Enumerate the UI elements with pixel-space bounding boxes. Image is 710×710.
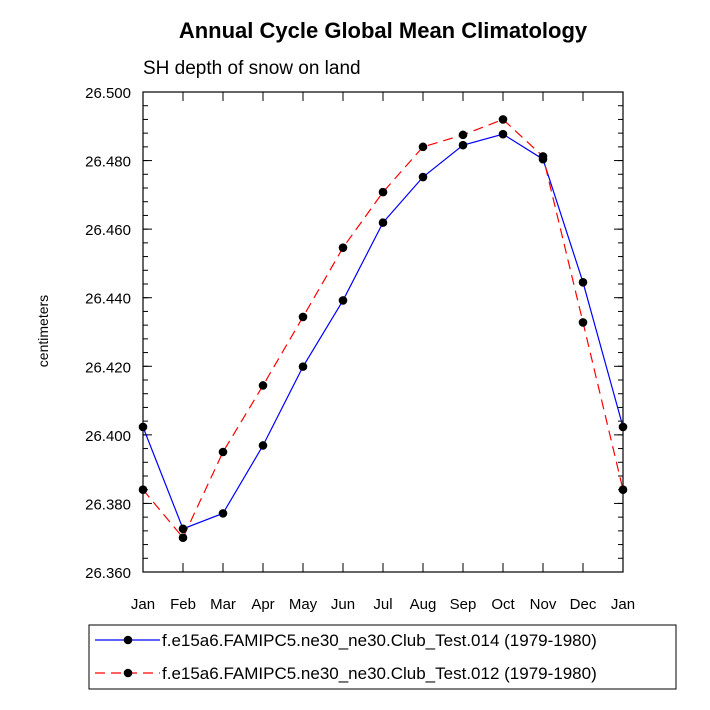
data-point-s1-2: [218, 447, 228, 457]
chart-subtitle: SH depth of snow on land: [143, 58, 361, 79]
data-point-s1-5: [338, 243, 348, 252]
x-tick-label: Nov: [530, 596, 557, 613]
x-tick-label: Mar: [210, 596, 236, 613]
x-tick-label: Jul: [373, 596, 392, 613]
axis-ticks: [142, 91, 624, 573]
x-tick-label: Jan: [131, 596, 155, 613]
data-point-s0-2: [218, 509, 228, 518]
x-tick-label: Feb: [170, 596, 196, 613]
x-tick-label: Oct: [491, 596, 515, 613]
y-tick-label: 26.440: [85, 291, 131, 308]
legend: f.e15a6.FAMIPC5.ne30_ne30.Club_Test.014 …: [88, 624, 677, 690]
data-point-s1-11: [578, 318, 588, 327]
x-tick-label: May: [289, 596, 318, 613]
data-point-s0-7: [418, 172, 428, 182]
data-point-s1-1: [178, 533, 188, 543]
y-axis-label: centimeters: [35, 295, 51, 367]
data-point-s1-4: [298, 312, 308, 322]
data-point-s0-11: [578, 277, 588, 287]
y-tick-label: 26.500: [85, 85, 131, 102]
y-tick-label: 26.420: [85, 359, 131, 376]
x-tick-label: Dec: [570, 596, 597, 613]
y-tick-labels: 26.360 26.380 26.400 26.420 26.440 26.460 26.4…: [85, 85, 131, 582]
y-tick-label: 26.480: [85, 154, 131, 171]
plot-frame: [142, 91, 624, 573]
data-point-s1-7: [418, 142, 428, 152]
x-tick-label: Aug: [410, 596, 437, 613]
data-point-s1-0: [138, 485, 148, 495]
x-tick-labels: Jan Feb Mar Apr May Jun Jul Aug Sep Oct Nov Dec Jan: [131, 596, 635, 613]
chart-title: Annual Cycle Global Mean Climatology: [179, 18, 588, 43]
data-point-s0-4: [298, 362, 308, 371]
data-point-s0-3: [258, 441, 268, 450]
legend-marker-014: [123, 635, 133, 645]
data-point-s0-12: [618, 422, 628, 432]
data-point-s1-10: [538, 152, 548, 161]
legend-box: [88, 624, 677, 690]
data-point-s0-8: [458, 140, 468, 150]
y-tick-label: 26.380: [85, 496, 131, 513]
x-tick-label: Apr: [251, 596, 274, 613]
x-tick-label: Sep: [450, 596, 477, 613]
data-point-s0-5: [338, 296, 348, 305]
plot-area: [138, 91, 628, 573]
y-tick-label: 26.360: [85, 565, 131, 582]
data-point-s1-12: [618, 485, 628, 495]
legend-label-014: f.e15a6.FAMIPC5.ne30_ne30.Club_Test.014 …: [162, 631, 597, 650]
data-point-s0-6: [378, 218, 388, 227]
data-point-s0-0: [138, 422, 148, 432]
data-point-s0-1: [178, 524, 188, 534]
data-point-s1-9: [498, 115, 508, 124]
data-point-s0-9: [498, 129, 508, 139]
x-tick-label: Jun: [331, 596, 355, 613]
legend-marker-012: [123, 668, 133, 678]
series-lines: [142, 118, 624, 539]
y-tick-label: 26.400: [85, 428, 131, 445]
data-point-s1-8: [458, 130, 468, 140]
data-point-s1-6: [378, 187, 388, 197]
x-tick-label: Jan: [611, 596, 635, 613]
y-tick-label: 26.460: [85, 222, 131, 239]
legend-label-012: f.e15a6.FAMIPC5.ne30_ne30.Club_Test.012 …: [162, 664, 597, 683]
data-point-s1-3: [258, 381, 268, 390]
series-points: [138, 115, 628, 543]
